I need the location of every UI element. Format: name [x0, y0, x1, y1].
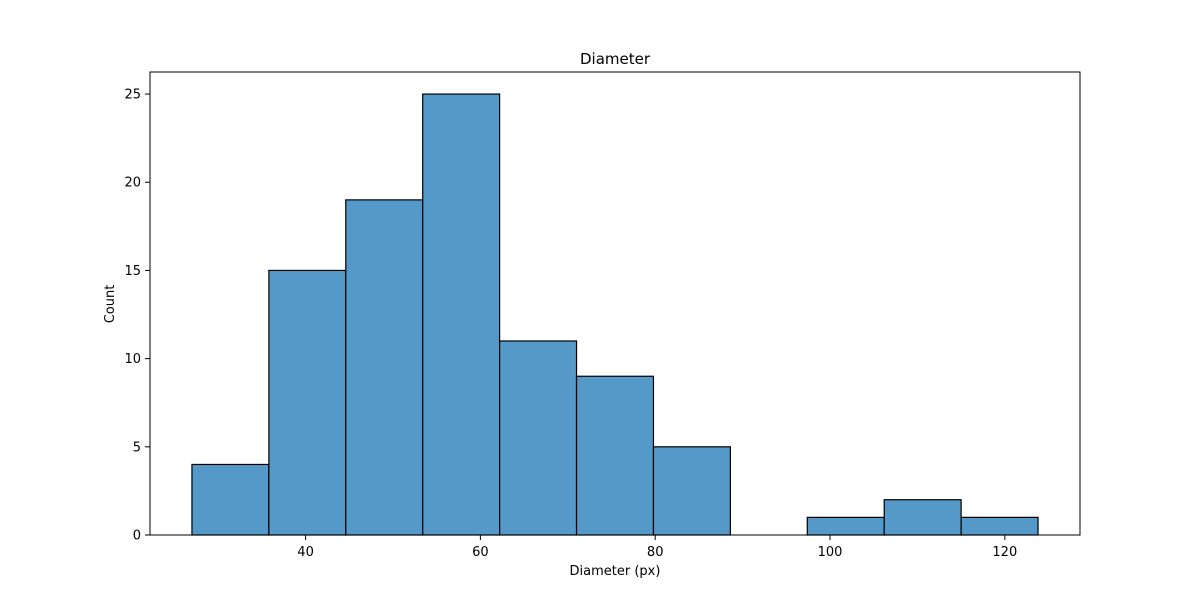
x-axis-ticks: 40 60 80 100 120: [297, 535, 1017, 560]
x-tick-label: 60: [472, 545, 489, 560]
x-tick-label: 40: [297, 545, 314, 560]
histogram-bar-1: [268, 269, 347, 536]
y-tick-label: 25: [124, 88, 141, 103]
histogram-bar-10: [960, 516, 1039, 536]
x-tick-label: 120: [992, 545, 1017, 560]
x-axis-label: Diameter (px): [570, 564, 661, 579]
histogram-bar-8: [806, 516, 885, 536]
y-tick-label: 20: [124, 176, 141, 191]
y-tick-label: 5: [133, 440, 141, 455]
y-axis-label: Count: [103, 285, 118, 324]
histogram-bar-6: [652, 446, 731, 536]
x-tick-label: 80: [647, 545, 664, 560]
bars-group: [191, 93, 1039, 536]
x-tick-label: 100: [818, 545, 843, 560]
plot-frame: [149, 71, 1081, 536]
histogram-bar-2: [345, 199, 424, 536]
histogram-bar-5: [575, 375, 655, 536]
y-tick-label: 15: [124, 264, 141, 279]
histogram-bar-9: [883, 499, 962, 536]
histogram-bar-0: [191, 463, 270, 536]
chart-title: Diameter: [580, 50, 651, 68]
y-tick-label: 0: [133, 529, 141, 544]
y-axis-ticks: 0 5 10 15 20 25: [124, 88, 150, 544]
y-tick-label: 10: [124, 352, 141, 367]
histogram-bar-4: [499, 340, 578, 536]
histogram-bar-3: [422, 93, 501, 536]
